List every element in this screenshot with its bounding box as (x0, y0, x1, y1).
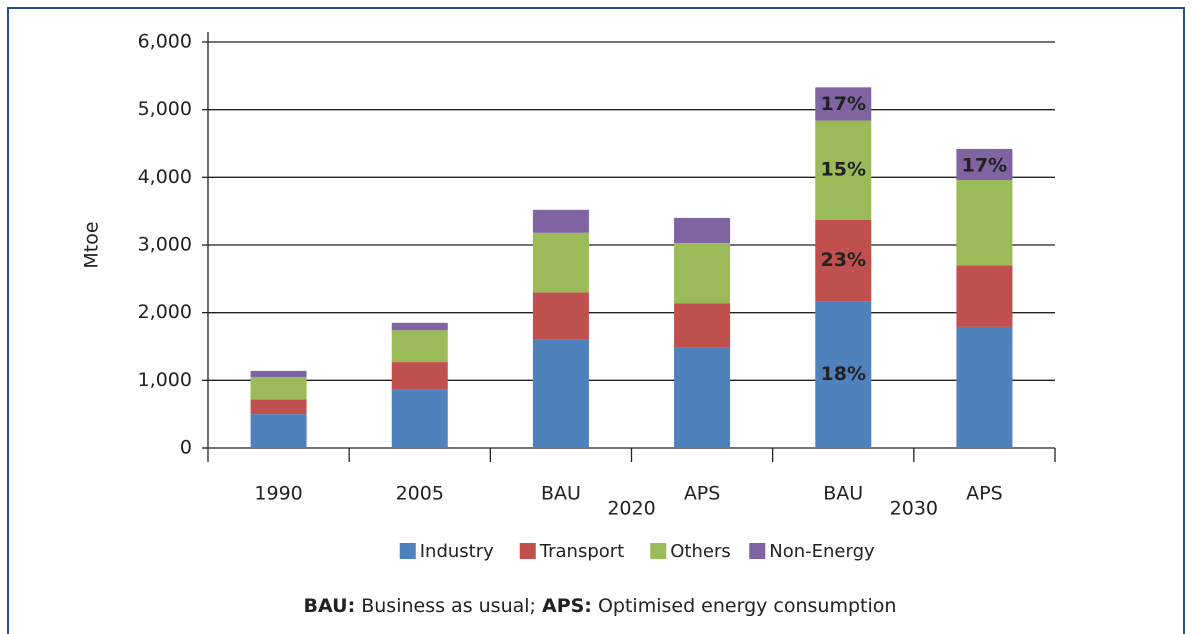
y-tick-label: 4,000 (138, 166, 192, 188)
legend-swatch (519, 543, 536, 559)
legend-swatch (749, 543, 766, 559)
bar-segment (532, 209, 589, 233)
bar-segment (532, 339, 589, 448)
bar-segment (674, 217, 731, 243)
bar-segment (250, 399, 307, 415)
annotation: 15% (821, 159, 866, 181)
legend-label: Others (670, 541, 731, 562)
annotation: 23% (821, 249, 866, 271)
y-tick-label: 5,000 (138, 98, 192, 120)
annotation: 17% (821, 93, 866, 115)
bar-segment (391, 322, 448, 331)
bar-segment (250, 376, 307, 400)
bar-segment (250, 414, 307, 448)
bar-segment (674, 303, 731, 348)
x-tick-label: 1990 (254, 483, 302, 505)
x-tick-label: BAU (541, 483, 581, 505)
annotation: 18% (821, 363, 866, 385)
x-tick-label: APS (966, 483, 1003, 505)
bar-segment (674, 242, 731, 304)
x-tick-label: APS (684, 483, 721, 505)
y-axis-label: Mtoe (81, 221, 103, 268)
bar-segment (956, 180, 1013, 266)
x-tick-label: 2005 (396, 483, 444, 505)
legend: Industry Transport Others Non-Energy (399, 541, 875, 562)
y-tick-label: 3,000 (138, 234, 192, 256)
annotation: 17% (962, 154, 1007, 176)
y-tick-label: 2,000 (138, 301, 192, 323)
legend-label: Non-Energy (769, 541, 875, 562)
bar-segment (815, 87, 872, 121)
frame (7, 7, 1185, 634)
footnote-part: BAU: (304, 595, 356, 617)
footnote-part: APS: (542, 595, 592, 617)
bar-segment (391, 362, 448, 390)
bar-segment (815, 120, 872, 220)
y-tick-label: 0 (180, 437, 192, 459)
bar-segment (815, 219, 872, 302)
footnote-part: Business as usual; (355, 595, 542, 617)
bar-segment (956, 148, 1013, 181)
bar-segment (956, 265, 1013, 327)
footnote: BAU: Business as usual; APS: Optimised e… (304, 595, 897, 617)
bar-segment (391, 330, 448, 363)
group-label: 2030 (890, 498, 938, 520)
bar-segment (815, 301, 872, 448)
legend-swatch (650, 543, 667, 559)
y-tick-label: 1,000 (138, 369, 192, 391)
bar-segment (391, 389, 448, 448)
footnote-part: Optimised energy consumption (592, 595, 897, 617)
bar-segment (250, 370, 307, 377)
group-label: 2020 (607, 498, 655, 520)
legend-label: Transport (539, 541, 624, 562)
legend-label: Industry (420, 541, 494, 562)
bar-segment (532, 232, 589, 293)
legend-swatch (399, 543, 416, 559)
bar-segment (532, 292, 589, 340)
y-tick-label: 6,000 (138, 31, 192, 53)
x-tick-label: BAU (823, 483, 863, 505)
bar-segment (956, 326, 1013, 448)
bar-segment (674, 347, 731, 448)
